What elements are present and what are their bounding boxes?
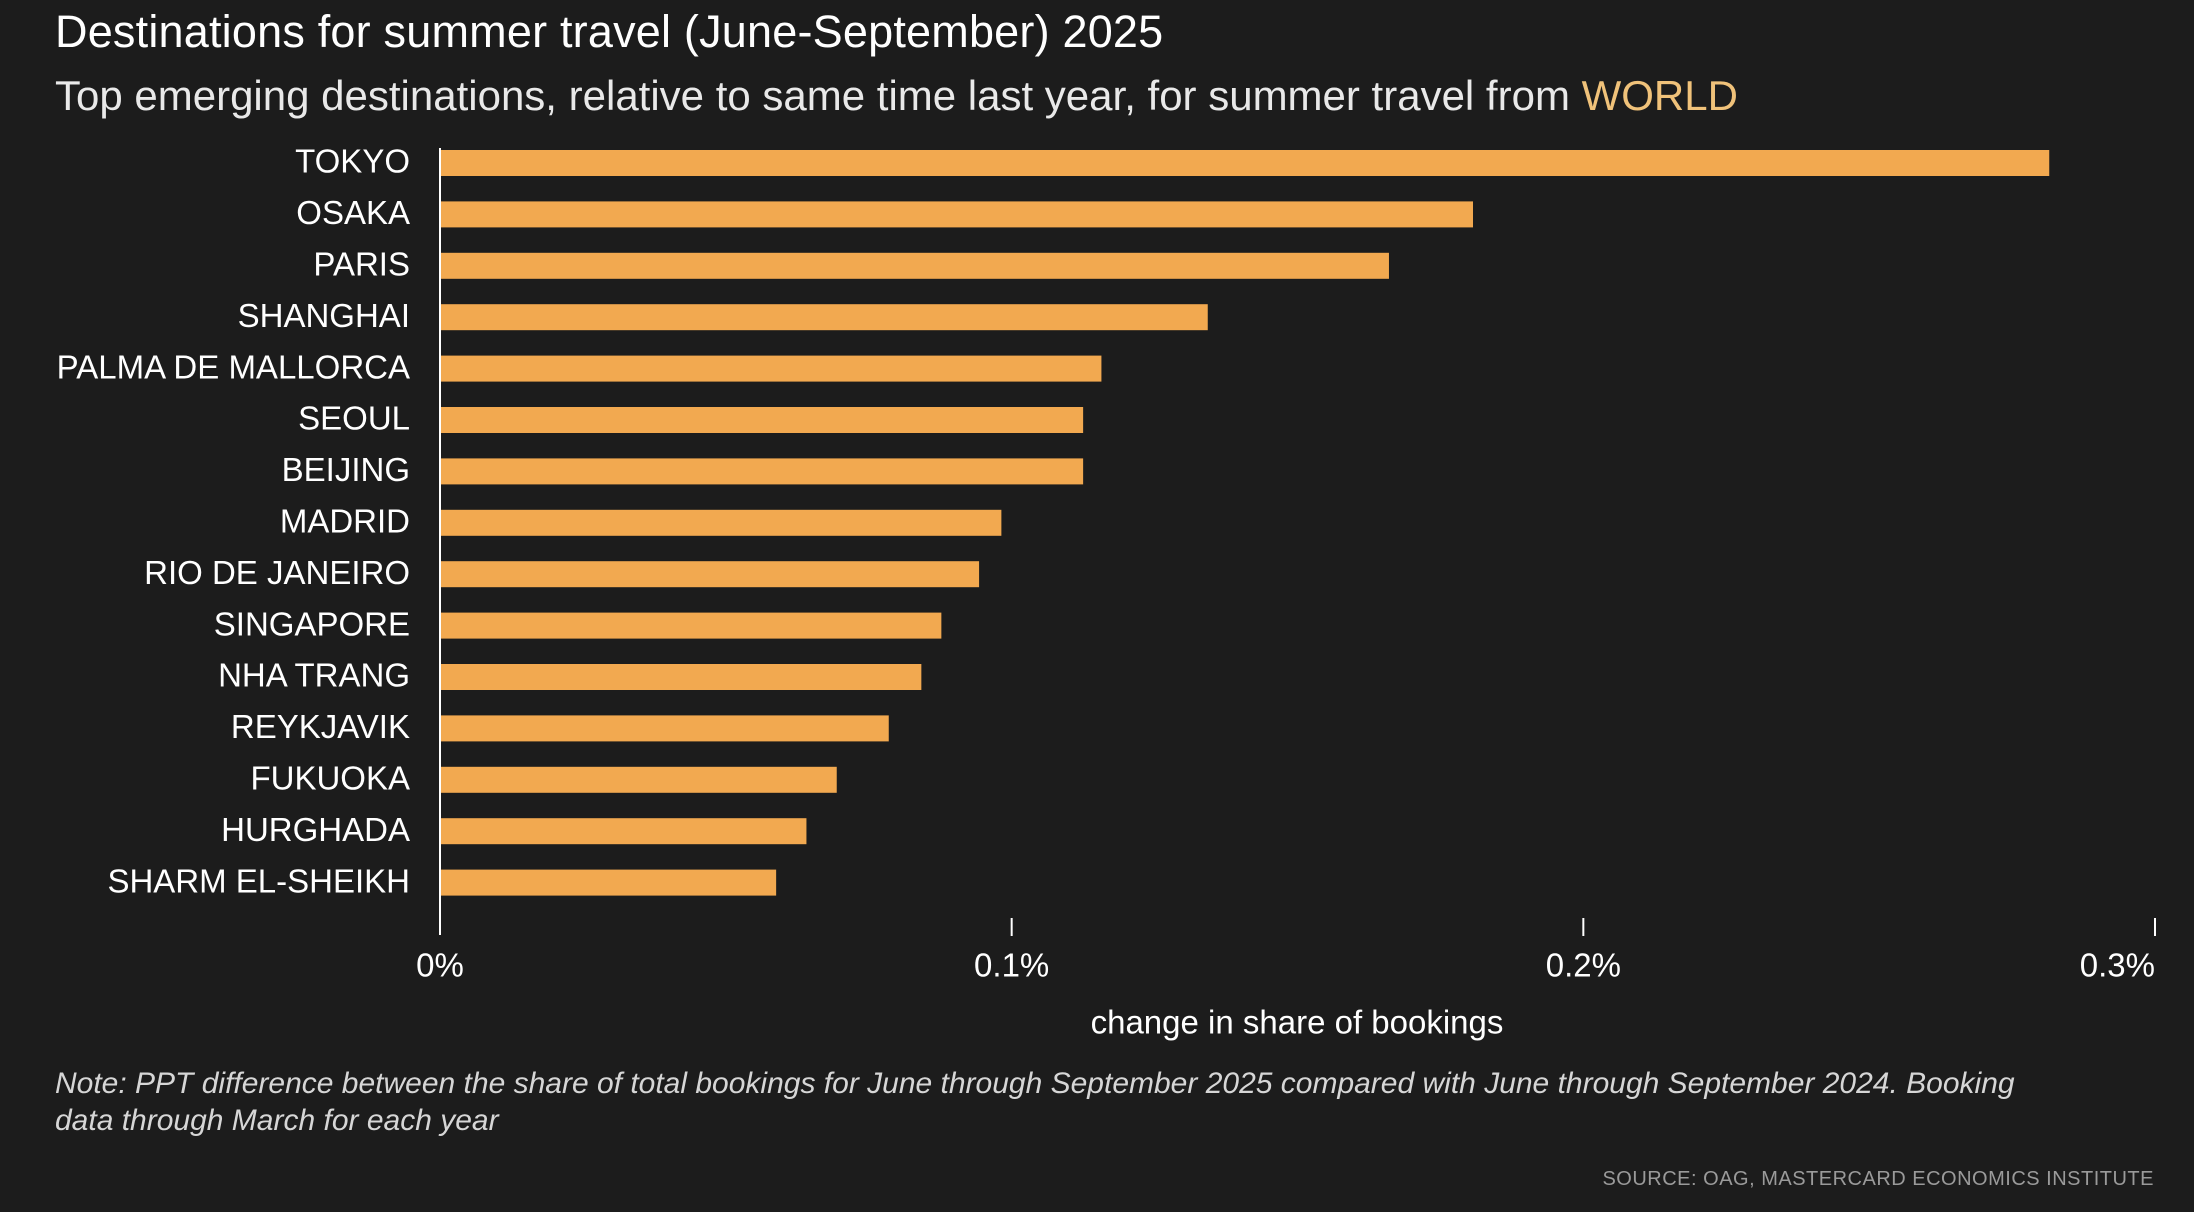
- bar-osaka: [441, 201, 1474, 228]
- chart-subtitle: Top emerging destinations, relative to s…: [55, 72, 1738, 120]
- x-tick-label: 0%: [416, 947, 464, 984]
- subtitle-region-highlight: WORLD: [1581, 72, 1738, 119]
- category-label: SINGAPORE: [214, 605, 410, 642]
- category-label: FUKUOKA: [250, 760, 410, 797]
- x-axis-label: change in share of bookings: [1091, 1004, 1504, 1041]
- bar-singapore: [441, 612, 942, 639]
- note-line-1: Note: PPT difference between the share o…: [55, 1067, 2015, 1100]
- category-label: PALMA DE MALLORCA: [57, 348, 410, 385]
- chart-note: Note: PPT difference between the share o…: [55, 1065, 2194, 1139]
- category-label: MADRID: [280, 503, 410, 540]
- x-tick-label: 0.3%: [2080, 947, 2155, 984]
- bar-fukuoka: [441, 766, 837, 793]
- bar-tokyo: [441, 150, 2050, 176]
- subtitle-text: Top emerging destinations, relative to s…: [55, 72, 1582, 119]
- category-label: SHANGHAI: [238, 297, 410, 334]
- category-label: TOKYO: [295, 143, 410, 180]
- category-label: HURGHADA: [221, 811, 410, 848]
- bar-chart: TOKYO OSAKA PARIS SHANGHAI PALMA DE MALLORCA…: [57, 143, 2156, 1041]
- bar-shanghai: [441, 304, 1208, 331]
- category-label: OSAKA: [296, 194, 410, 231]
- note-line-2: data through March for each year: [55, 1104, 499, 1137]
- bar-sharm-el-sheikh: [441, 869, 777, 896]
- bar-rio-de-janeiro: [441, 561, 980, 588]
- category-label: SHARM EL-SHEIKH: [107, 862, 410, 899]
- category-label: RIO DE JANEIRO: [144, 554, 410, 591]
- bar-beijing: [441, 458, 1084, 485]
- category-label: NHA TRANG: [218, 657, 410, 694]
- bar-hurghada: [441, 818, 807, 845]
- x-tick-label: 0.1%: [974, 947, 1049, 984]
- x-tick-label: 0.2%: [1546, 947, 1621, 984]
- category-label: BEIJING: [282, 451, 410, 488]
- chart-title: Destinations for summer travel (June-Sep…: [55, 6, 1164, 57]
- bar-seoul: [441, 407, 1084, 433]
- bar-reykjavik: [441, 715, 889, 742]
- bar-paris: [441, 252, 1389, 279]
- bar-nha-trang: [441, 664, 922, 690]
- chart-source: SOURCE: OAG, MASTERCARD ECONOMICS INSTIT…: [1602, 1168, 2154, 1190]
- category-label: REYKJAVIK: [231, 708, 410, 745]
- category-label: SEOUL: [298, 400, 410, 437]
- category-label: PARIS: [313, 246, 410, 283]
- bar-palma-de-mallorca: [441, 355, 1102, 382]
- bar-madrid: [441, 509, 1002, 536]
